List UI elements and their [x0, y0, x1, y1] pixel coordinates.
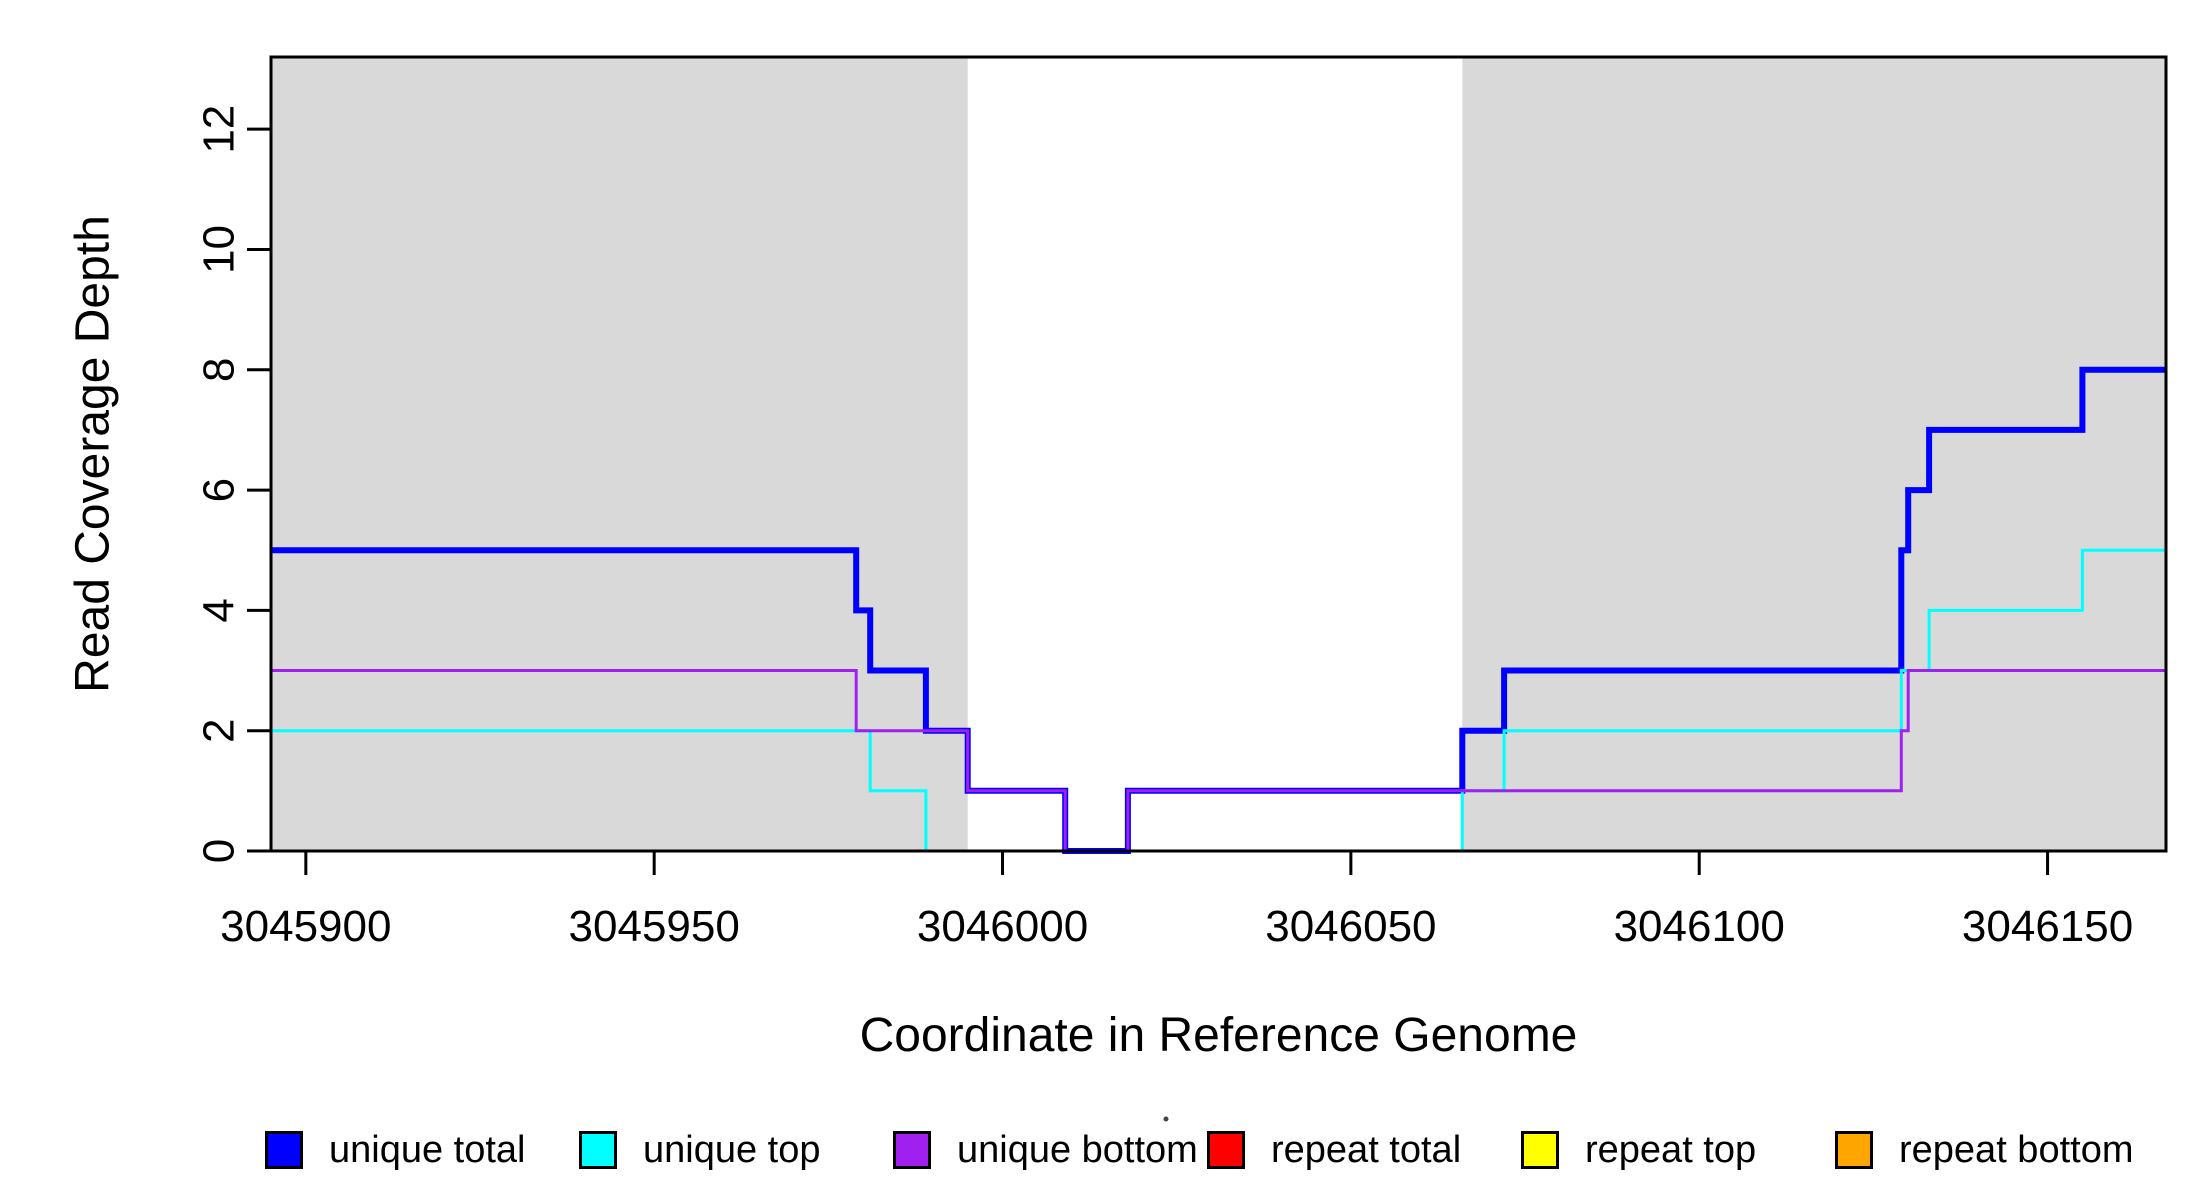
legend-swatch-repeat-bottom	[1835, 1131, 1873, 1169]
y-tick-label: 4	[195, 598, 244, 622]
legend-swatch-repeat-top	[1521, 1131, 1559, 1169]
stray-dot	[1163, 1116, 1169, 1122]
y-tick-label: 10	[195, 225, 244, 274]
legend-label: repeat bottom	[1899, 1128, 2134, 1171]
legend-item-repeat-top: repeat top	[1521, 1126, 1756, 1174]
legend-label: repeat total	[1271, 1128, 1462, 1171]
legend-label: unique top	[643, 1128, 821, 1171]
legend-label: unique bottom	[957, 1128, 1198, 1171]
y-tick-label: 8	[195, 358, 244, 382]
legend-swatch-repeat-total	[1207, 1131, 1245, 1169]
legend-label: unique total	[329, 1128, 526, 1171]
x-tick-label: 3046050	[1265, 902, 1436, 951]
y-tick-label: 12	[195, 105, 244, 154]
legend-label: repeat top	[1585, 1128, 1757, 1171]
x-tick-label: 3046000	[917, 902, 1088, 951]
y-tick-label: 0	[195, 839, 244, 863]
legend-swatch-unique-bottom	[893, 1131, 931, 1169]
y-axis-title: Read Coverage Depth	[66, 215, 120, 693]
x-tick-label: 3045900	[220, 902, 391, 951]
left-gray-band	[271, 57, 968, 851]
plot-box	[269, 55, 2168, 853]
legend-item-unique-total: unique total	[265, 1126, 526, 1174]
right-gray-band	[1462, 57, 2166, 851]
legend-swatch-unique-total	[265, 1131, 303, 1169]
y-tick-label: 2	[195, 718, 244, 742]
y-tick-label: 6	[195, 478, 244, 502]
x-tick-label: 3046150	[1962, 902, 2133, 951]
legend-item-repeat-total: repeat total	[1207, 1126, 1461, 1174]
legend-swatch-unique-top	[579, 1131, 617, 1169]
series-line-unique-top	[271, 548, 2166, 853]
legend-item-unique-bottom: unique bottom	[893, 1126, 1198, 1174]
legend-item-unique-top: unique top	[579, 1126, 821, 1174]
x-tick-label: 3045950	[569, 902, 740, 951]
x-axis-title: Coordinate in Reference Genome	[859, 1009, 1578, 1062]
x-tick-label: 3046100	[1614, 902, 1785, 951]
legend-item-repeat-bottom: repeat bottom	[1835, 1126, 2133, 1174]
